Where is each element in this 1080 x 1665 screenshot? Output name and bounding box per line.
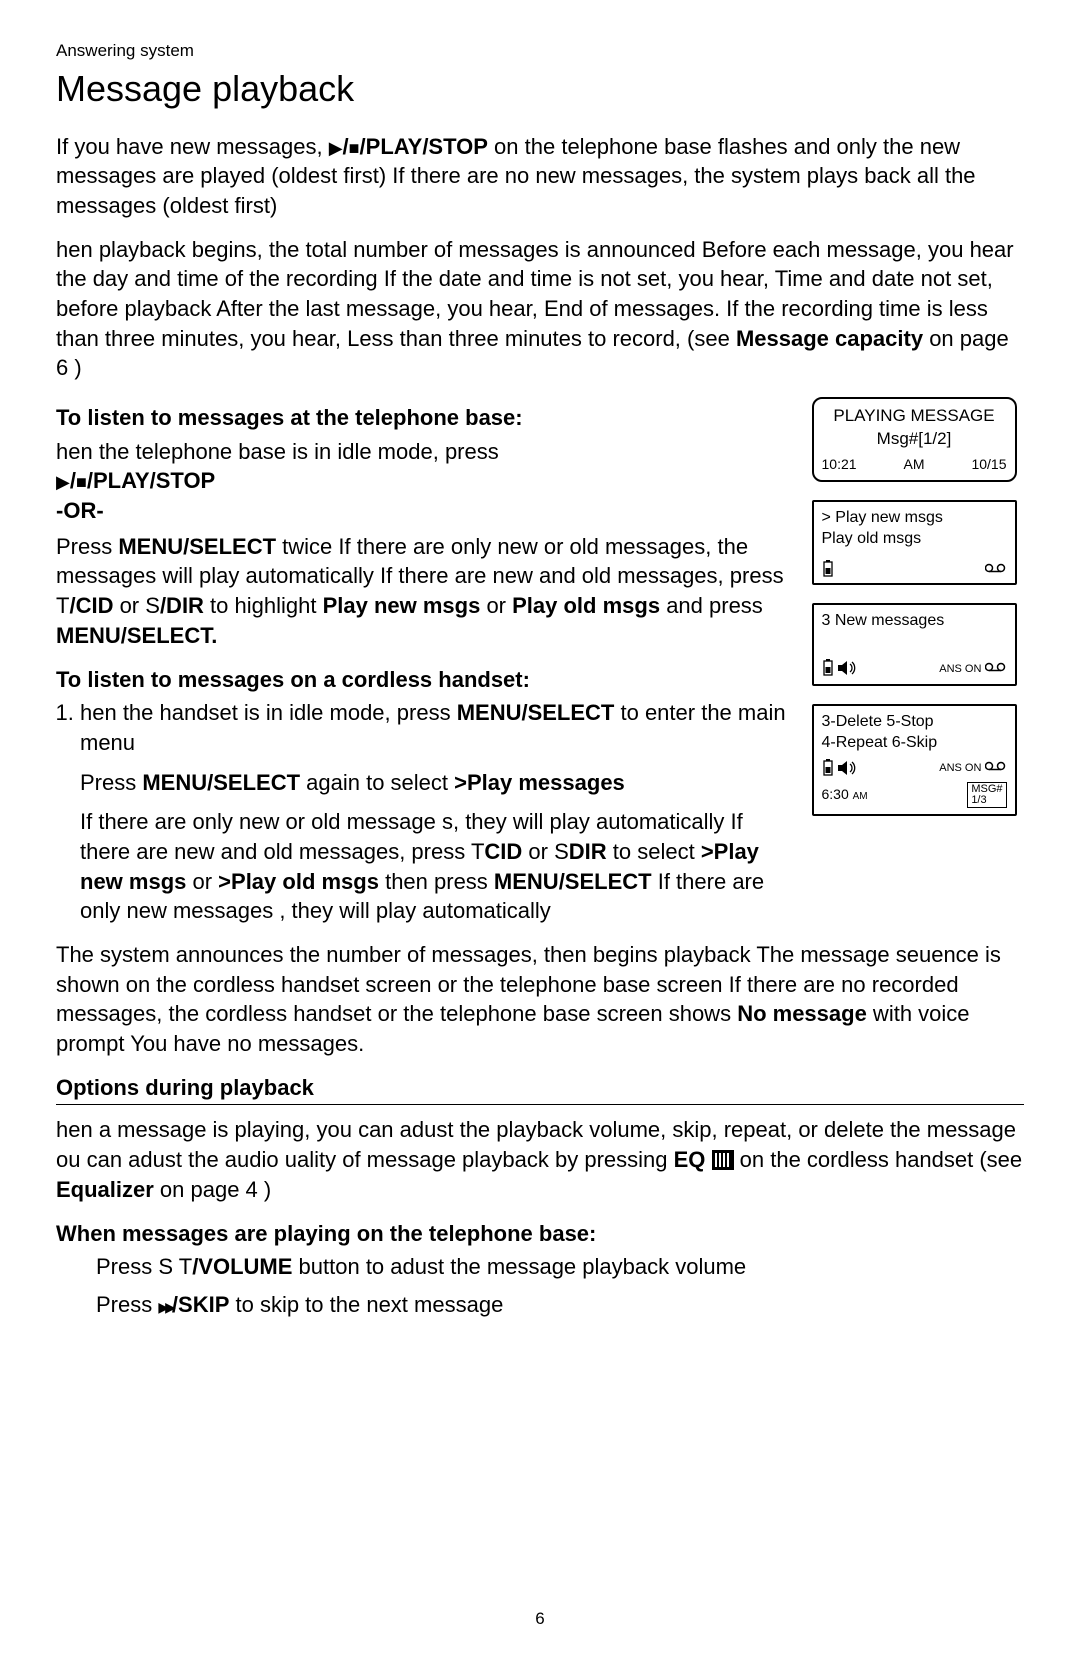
play-icon xyxy=(329,134,343,159)
tape-icon xyxy=(985,660,1007,674)
eq-icon xyxy=(712,1150,734,1170)
base-line1: hen the telephone base is in idle mode, … xyxy=(56,437,786,467)
screen-newmsgs: 3 New messages ANS ON xyxy=(812,603,1017,686)
bullet-skip: Press /SKIP to skip to the next message xyxy=(96,1290,1024,1320)
battery-icon xyxy=(822,559,834,577)
screen-playing: PLAYING MESSAGE Msg#[1/2] 10:21 AM 10/15 xyxy=(812,397,1017,482)
intro-p1: If you have new messages, //PLAY/STOP on… xyxy=(56,132,1024,221)
options-sub-heading: When messages are playing on the telepho… xyxy=(56,1219,1024,1249)
announce-para: The system announces the number of messa… xyxy=(56,940,1024,1059)
breadcrumb: Answering system xyxy=(56,40,1024,63)
options-heading: Options during playback xyxy=(56,1073,1024,1106)
speaker-icon xyxy=(837,661,857,675)
or-label: -OR- xyxy=(56,496,786,526)
intro-p2: hen playback begins, the total number of… xyxy=(56,235,1024,383)
battery-icon xyxy=(822,658,834,676)
step-2: Press MENU/SELECT again to select >Play … xyxy=(80,768,786,798)
handset-steps: hen the handset is in idle mode, press M… xyxy=(56,698,786,757)
tape-icon xyxy=(985,759,1007,773)
options-para: hen a message is playing, you can adust … xyxy=(56,1115,1024,1204)
page-number: 6 xyxy=(0,1608,1080,1631)
handset-heading: To listen to messages on a cordless hand… xyxy=(56,665,786,695)
base-btn: //PLAY/STOP xyxy=(56,466,786,496)
skip-icon xyxy=(158,1292,172,1317)
screen-menu: > Play new msgs Play old msgs xyxy=(812,500,1017,586)
speaker-icon xyxy=(837,761,857,775)
base-para: Press MENU/SELECT twice If there are onl… xyxy=(56,532,786,651)
tape-icon xyxy=(985,561,1007,575)
stop-icon xyxy=(349,134,360,159)
step-1: hen the handset is in idle mode, press M… xyxy=(80,698,786,757)
base-heading: To listen to messages at the telephone b… xyxy=(56,403,786,433)
step-3: If there are only new or old message s, … xyxy=(80,807,786,926)
page-title: Message playback xyxy=(56,65,1024,114)
screen-controls: 3-Delete 5-Stop 4-Repeat 6-Skip ANS ON 6… xyxy=(812,704,1017,815)
options-bullets: Press S T/VOLUME button to adust the mes… xyxy=(56,1252,1024,1319)
bullet-volume: Press S T/VOLUME button to adust the mes… xyxy=(96,1252,1024,1282)
battery-icon xyxy=(822,758,834,776)
